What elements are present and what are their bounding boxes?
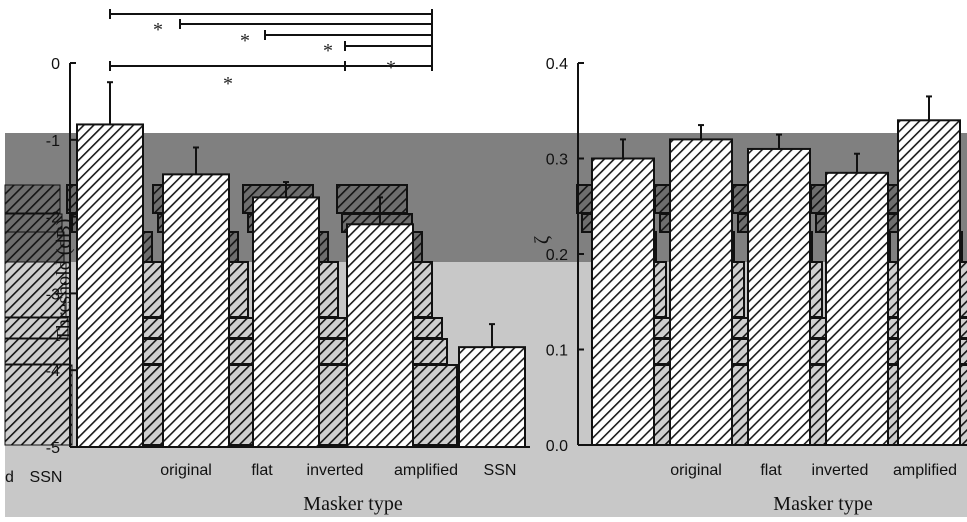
y-tick-label-right: 0.1 <box>546 343 568 360</box>
y-tick-label-right: 0.4 <box>546 56 568 73</box>
y-axis-title-right: ζ <box>531 236 553 244</box>
x-tick-label-left-partial: d <box>5 469 14 486</box>
bar-left-3 <box>346 223 414 448</box>
y-tick-label-left: -3 <box>46 286 60 303</box>
y-axis-title-left: Threshold (dB) <box>53 219 75 342</box>
x-axis-title-left: Masker type <box>303 493 403 515</box>
x-tick-label-left: flat <box>251 462 273 479</box>
bar-right-3 <box>825 171 889 446</box>
x-tick-label-left: inverted <box>307 462 364 479</box>
y-tick-label-left: -1 <box>46 133 60 150</box>
x-tick-label-left: SSN <box>30 469 63 486</box>
x-axis-title-right: Masker type <box>773 493 873 515</box>
sig-star-1: * <box>153 19 163 41</box>
bar-left-1 <box>162 173 230 449</box>
ghost-bar-edge <box>4 317 69 339</box>
x-tick-label-left: SSN <box>484 462 517 479</box>
x-tick-label-right: amplified <box>893 462 957 479</box>
bar-right-0 <box>591 157 655 446</box>
ghost-bar-edge <box>4 338 71 365</box>
x-tick-label-right: original <box>670 462 722 479</box>
x-tick-label-left: amplified <box>394 462 458 479</box>
ghost-bar-edge <box>4 261 67 318</box>
x-tick-label-left: original <box>160 462 212 479</box>
y-tick-label-left: 0 <box>51 56 60 73</box>
bar-left-0 <box>76 123 144 448</box>
x-tick-label-right: flat <box>760 462 782 479</box>
y-tick-label-right: 0.2 <box>546 247 568 264</box>
bar-right-4 <box>897 119 961 447</box>
bar-left-5 <box>458 346 526 448</box>
sig-star-2: * <box>240 30 250 52</box>
y-tick-label-right: 0.3 <box>546 152 568 169</box>
ghost-bar-edge <box>4 364 73 446</box>
x-tick-label-right: inverted <box>812 462 869 479</box>
bar-right-2 <box>747 147 811 446</box>
sig-star-3: * <box>323 40 333 62</box>
sig-star-4: * <box>223 73 233 95</box>
y-tick-label-left: -5 <box>46 440 60 457</box>
sig-star-5: * <box>386 57 396 79</box>
bar-left-2 <box>252 196 320 448</box>
bar-right-1 <box>669 138 733 446</box>
y-tick-label-right: 0.0 <box>546 438 568 455</box>
y-tick-label-left: -2 <box>46 210 60 227</box>
ghost-bar-left <box>336 184 408 214</box>
overlay-edge <box>0 0 5 517</box>
ghost-bar-edge <box>4 184 61 214</box>
y-tick-label-left: -4 <box>46 363 60 380</box>
